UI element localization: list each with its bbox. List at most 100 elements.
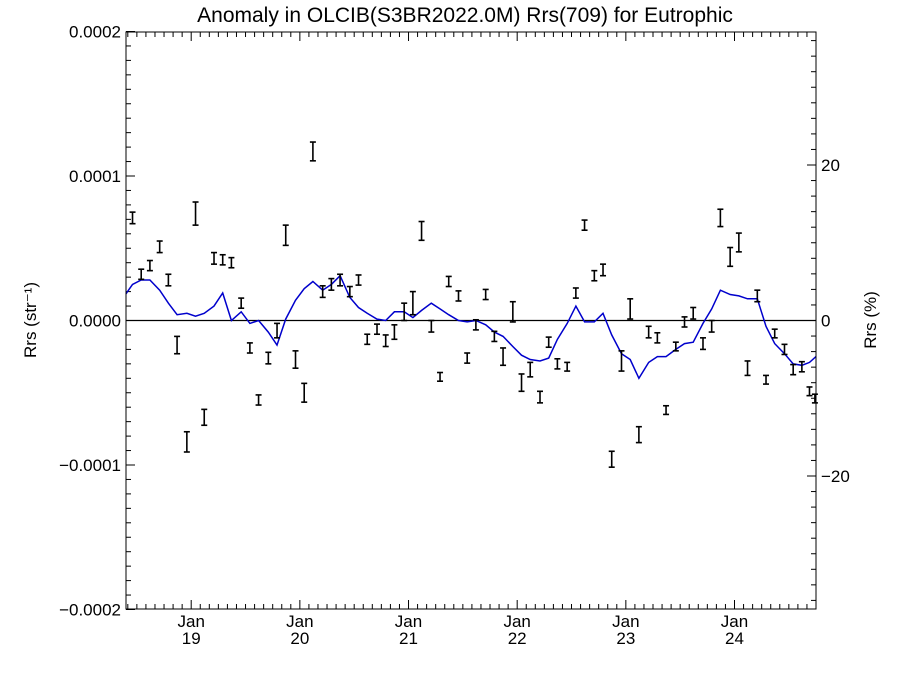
error-bar-point — [491, 330, 498, 343]
error-bar-point — [282, 224, 289, 247]
error-bar-point — [654, 331, 661, 344]
error-bar-point — [627, 298, 634, 320]
error-bar-point — [618, 350, 625, 372]
error-bar-point — [319, 285, 326, 299]
x-tick-year-label: 24 — [725, 629, 744, 648]
error-bar-point — [537, 390, 543, 404]
left-tick-label: −0.0002 — [59, 601, 121, 620]
right-tick-label: 20 — [821, 156, 840, 175]
error-bar-point — [165, 273, 172, 287]
error-bar-point — [591, 269, 598, 282]
smoothed-line-layer — [125, 274, 817, 380]
error-bar-point — [437, 371, 444, 382]
error-bar-point — [428, 319, 435, 333]
right-tick-label: −20 — [821, 467, 850, 486]
error-bar-point — [635, 425, 642, 444]
error-bar-point — [754, 289, 761, 303]
axes-layer: 0.0002 0.0001 0.0000 −0.0001 −0.0002 20 0 −20 Ja… — [59, 23, 850, 649]
error-bar-point — [509, 300, 516, 323]
error-bar-point — [735, 232, 742, 253]
error-bar-point — [564, 361, 571, 372]
error-bar-layer — [129, 141, 818, 468]
error-bar-point — [364, 333, 371, 346]
x-tick-month-label: Jan — [721, 612, 748, 631]
left-tick-label: 0.0002 — [69, 23, 121, 42]
error-bar-point — [806, 386, 813, 397]
error-bar-point — [382, 334, 389, 348]
error-bar-point — [645, 325, 652, 339]
x-tick-year-label: 22 — [508, 629, 527, 648]
x-tick-month-label: Jan — [503, 612, 530, 631]
error-bar-point — [464, 352, 471, 364]
right-axis-label: Rrs (%) — [861, 291, 880, 349]
error-bar-point — [391, 324, 398, 341]
error-bar-point — [527, 361, 534, 378]
error-bar-point — [717, 208, 724, 228]
error-bar-point — [445, 275, 452, 288]
error-bar-point — [174, 335, 181, 355]
error-bar-point — [672, 341, 679, 352]
smoothed-anomaly-line — [125, 274, 817, 380]
error-bar-point — [581, 219, 588, 231]
x-tick-year-label: 19 — [182, 629, 201, 648]
left-tick-label: 0.0001 — [69, 167, 121, 186]
error-bar-point — [228, 256, 235, 269]
error-bar-point — [255, 394, 262, 406]
error-bar-point — [301, 382, 308, 403]
error-bar-point — [771, 328, 778, 339]
error-bar-point — [518, 373, 525, 393]
error-bar-point — [790, 363, 797, 376]
error-bar-point — [328, 277, 335, 291]
error-bar-point — [699, 337, 706, 351]
error-bar-point — [129, 211, 136, 225]
error-bar-point — [572, 287, 579, 299]
error-bar-point — [211, 251, 218, 265]
error-bar-point — [138, 268, 145, 281]
x-tick-year-label: 20 — [290, 629, 309, 648]
error-bar-point — [608, 450, 615, 468]
x-tick-month-label: Jan — [177, 612, 204, 631]
error-bar-point — [246, 342, 253, 354]
error-bar-point — [401, 302, 408, 322]
left-axis-label: Rrs (str⁻¹) — [21, 282, 40, 358]
x-tick-month-label: Jan — [286, 612, 313, 631]
error-bar-point — [781, 343, 788, 356]
error-bar-point — [374, 323, 381, 336]
error-bar-point — [192, 201, 199, 226]
error-bar-point — [455, 290, 462, 302]
x-tick-month-label: Jan — [395, 612, 422, 631]
right-tick-label: 0 — [821, 312, 830, 331]
error-bar-point — [183, 430, 190, 453]
left-tick-label: 0.0000 — [69, 312, 121, 331]
error-bar-point — [238, 297, 245, 310]
error-bar-point — [708, 319, 715, 333]
error-bar-point — [409, 290, 416, 316]
error-bar-point — [274, 322, 281, 339]
error-bar-point — [355, 274, 362, 286]
error-bar-point — [337, 273, 344, 287]
error-bar-point — [727, 246, 734, 268]
x-tick-month-label: Jan — [612, 612, 639, 631]
error-bar-point — [744, 360, 751, 377]
error-bar-point — [500, 347, 507, 367]
error-bar-point — [482, 288, 489, 301]
error-bar-point — [309, 141, 316, 162]
error-bar-point — [292, 350, 299, 369]
error-bar-point — [763, 374, 770, 385]
left-tick-label: −0.0001 — [59, 456, 121, 475]
x-tick-year-label: 23 — [616, 629, 635, 648]
error-bar-point — [798, 360, 805, 373]
chart-title: Anomaly in OLCIB(S3BR2022.0M) Rrs(709) f… — [197, 4, 733, 27]
error-bar-point — [600, 263, 607, 277]
error-bar-point — [690, 306, 697, 320]
error-bar-point — [156, 240, 163, 254]
error-bar-point — [811, 393, 818, 404]
error-bar-point — [201, 408, 208, 427]
plot-frame — [125, 31, 817, 610]
error-bar-point — [472, 318, 479, 331]
error-bar-point — [265, 351, 272, 365]
error-bar-point — [146, 259, 153, 272]
error-bar-point — [219, 253, 226, 266]
